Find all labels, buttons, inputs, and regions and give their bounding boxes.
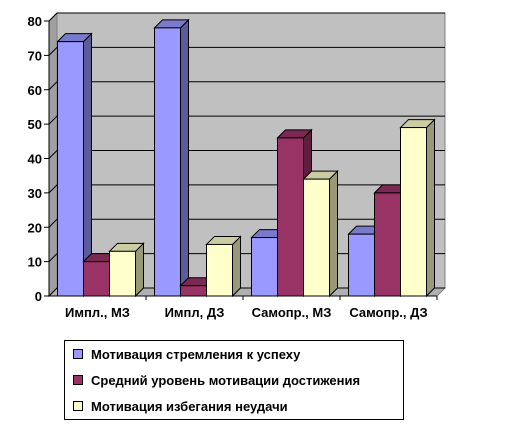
y-tick-label-5: 50 [28,117,42,132]
bar-side-1-2 [232,235,241,298]
legend-swatch-achievement [73,375,83,385]
bar-1-0 [153,18,190,298]
bar-0-0 [56,32,93,298]
bar-front-3-1 [374,192,401,297]
bar-1-2 [205,235,242,298]
x-tick-label-3: Самопр., ДЗ [349,305,427,320]
legend-label-failure: Мотивация избегания неудачи [91,398,288,414]
bar-front-2-2 [303,178,330,297]
bar-3-2 [399,118,436,298]
y-tick-label-0: 0 [35,289,42,304]
gridline-8 [48,12,445,22]
legend-item-achievement: Средний уровень мотивации достижения [73,370,360,390]
legend-label-achievement: Средний уровень мотивации достижения [91,372,361,388]
bar-front-0-2 [109,250,136,297]
x-tick-label-2: Самопр., МЗ [252,305,332,320]
y-tick-label-3: 30 [28,186,42,201]
bar-front-2-1 [277,137,304,297]
bar-front-2-0 [251,237,278,297]
bar-side-1-0 [180,18,189,298]
x-tick-label-0: Импл., МЗ [65,305,130,320]
bar-side-2-2 [329,169,338,298]
legend-swatch-success [73,349,83,359]
y-tick-label-7: 70 [28,48,42,63]
y-tick-label-8: 80 [28,14,42,29]
x-tick-label-1: Импл, ДЗ [165,305,225,320]
y-tick-label-1: 10 [28,255,42,270]
legend: Мотивация стремления к успеху Средний ур… [64,340,404,420]
bar-front-1-1 [180,285,207,297]
legend-swatch-failure [73,401,83,411]
bar-front-1-2 [206,243,233,297]
bar-front-0-1 [83,261,110,297]
bar-front-1-0 [154,27,181,297]
bar-front-3-2 [400,127,427,297]
legend-item-failure: Мотивация избегания неудачи [73,396,288,416]
bar-front-0-0 [57,41,84,297]
bar-side-0-2 [135,242,144,298]
bar-side-3-2 [426,118,435,298]
y-tick-label-6: 60 [28,83,42,98]
y-tick-label-2: 20 [28,220,42,235]
y-tick-label-4: 40 [28,152,42,167]
legend-label-success: Мотивация стремления к успеху [91,346,301,362]
bar-0-2 [108,242,145,298]
bar-2-2 [302,169,339,298]
bar-front-3-0 [348,233,375,297]
legend-item-success: Мотивация стремления к успеху [73,344,300,364]
